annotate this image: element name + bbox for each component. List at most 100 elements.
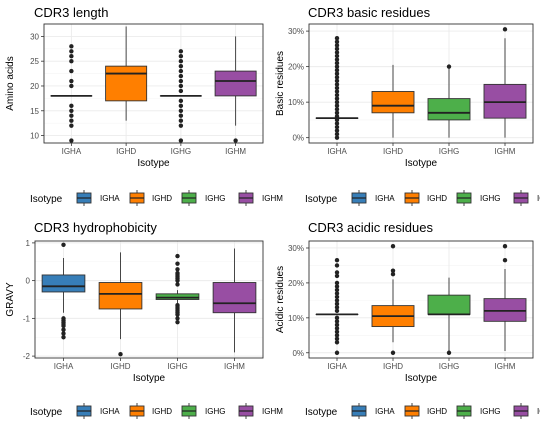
y-tick-label: 0: [26, 277, 31, 286]
outlier-point: [179, 114, 183, 118]
x-tick-label: IGHM: [495, 147, 516, 156]
outlier-point: [69, 59, 73, 63]
x-tick-label: IGHD: [383, 362, 403, 371]
y-tick-label: 10: [30, 132, 39, 141]
box-ighd: [106, 66, 147, 101]
outlier-point: [335, 316, 339, 320]
box-igha: [42, 275, 85, 292]
legend-label: IGHA: [375, 194, 395, 203]
y-tick-label: 20%: [288, 63, 304, 72]
y-tick-label: -1: [23, 314, 31, 323]
outlier-point: [61, 331, 65, 335]
panel-title: CDR3 length: [34, 5, 108, 20]
legend-item-ighg: IGHG: [457, 190, 500, 206]
outlier-point: [447, 64, 451, 68]
outlier-point: [69, 54, 73, 58]
x-axis-label: Isotype: [405, 158, 438, 169]
outlier-point: [175, 267, 179, 271]
outlier-point: [179, 54, 183, 58]
outlier-point: [233, 138, 237, 142]
panel-background: [309, 24, 533, 143]
box-ighd: [372, 91, 414, 112]
panel-title: CDR3 basic residues: [308, 5, 431, 20]
x-axis-label: Isotype: [137, 158, 170, 169]
y-tick-label: 20%: [288, 279, 304, 288]
legend-title: Isotype: [30, 407, 63, 418]
legend-title: Isotype: [30, 194, 63, 205]
x-tick-label: IGHD: [111, 362, 131, 371]
x-tick-label: IGHD: [383, 147, 403, 156]
y-tick-label: 0%: [292, 134, 304, 143]
x-tick-label: IGHA: [62, 147, 82, 156]
outlier-point: [179, 99, 183, 103]
legend-item-igha: IGHA: [352, 403, 395, 419]
outlier-point: [61, 335, 65, 339]
x-tick-label: IGHA: [327, 362, 347, 371]
legend-item-ighd: IGHD: [130, 403, 172, 419]
x-tick-label: IGHG: [171, 147, 191, 156]
outlier-point: [503, 258, 507, 262]
box-ighm: [215, 71, 256, 96]
outlier-point: [69, 84, 73, 88]
y-tick-label: 20: [30, 82, 39, 91]
legend-title: Isotype: [305, 407, 338, 418]
x-tick-label: IGHG: [439, 362, 459, 371]
y-tick-label: 0%: [292, 349, 304, 358]
legend-item-ighg: IGHG: [182, 403, 225, 419]
outlier-point: [175, 282, 179, 286]
legend-item-ighg: IGHG: [457, 403, 500, 419]
legend-item-ighm: IGHM: [514, 403, 540, 419]
outlier-point: [179, 59, 183, 63]
outlier-point: [175, 271, 179, 275]
outlier-point: [69, 123, 73, 127]
outlier-point: [179, 84, 183, 88]
outlier-point: [69, 109, 73, 113]
x-tick-label: IGHA: [327, 147, 347, 156]
outlier-point: [175, 254, 179, 258]
legend-item-ighd: IGHD: [405, 190, 447, 206]
x-tick-label: IGHM: [225, 147, 246, 156]
outlier-point: [179, 64, 183, 68]
x-tick-label: IGHM: [495, 362, 516, 371]
legend-item-ighg: IGHG: [182, 190, 225, 206]
box-ighg: [156, 294, 199, 300]
outlier-point: [335, 281, 339, 285]
legend-item-igha: IGHA: [77, 403, 120, 419]
y-tick-label: 10%: [288, 314, 304, 323]
box-ighg: [428, 295, 470, 314]
panel-title: CDR3 acidic residues: [308, 220, 433, 235]
outlier-point: [447, 351, 451, 355]
panel-title: CDR3 hydrophobicity: [34, 220, 157, 235]
outlier-point: [335, 36, 339, 40]
y-tick-label: 10%: [288, 98, 304, 107]
outlier-point: [335, 258, 339, 262]
legend: Isotype IGHA IGHD IGHG IGHM: [305, 403, 540, 419]
y-tick-label: 30: [30, 32, 39, 41]
y-tick-label: 25: [30, 57, 39, 66]
legend-label: IGHD: [427, 407, 447, 416]
box-ighg: [428, 99, 470, 120]
outlier-point: [179, 104, 183, 108]
legend-label: IGHD: [152, 194, 172, 203]
y-tick-label: 30%: [288, 27, 304, 36]
y-axis-label: Basic residues: [275, 51, 286, 116]
panel-2: CDR3 basic residues 0% 10% 20% 30% IGHA IGHD IG…: [275, 5, 540, 206]
outlier-point: [179, 69, 183, 73]
x-axis-label: Isotype: [405, 373, 438, 384]
outlier-point: [69, 138, 73, 142]
outlier-point: [335, 263, 339, 267]
legend-item-ighd: IGHD: [130, 190, 172, 206]
outlier-point: [179, 138, 183, 142]
box-ighd: [99, 283, 142, 309]
x-tick-label: IGHD: [116, 147, 136, 156]
outlier-point: [179, 89, 183, 93]
y-tick-label: 30%: [288, 244, 304, 253]
outlier-point: [118, 352, 122, 356]
outlier-point: [179, 79, 183, 83]
outlier-point: [69, 69, 73, 73]
legend-item-ighm: IGHM: [239, 403, 283, 419]
outlier-point: [503, 27, 507, 31]
y-tick-label: 1: [26, 239, 31, 248]
